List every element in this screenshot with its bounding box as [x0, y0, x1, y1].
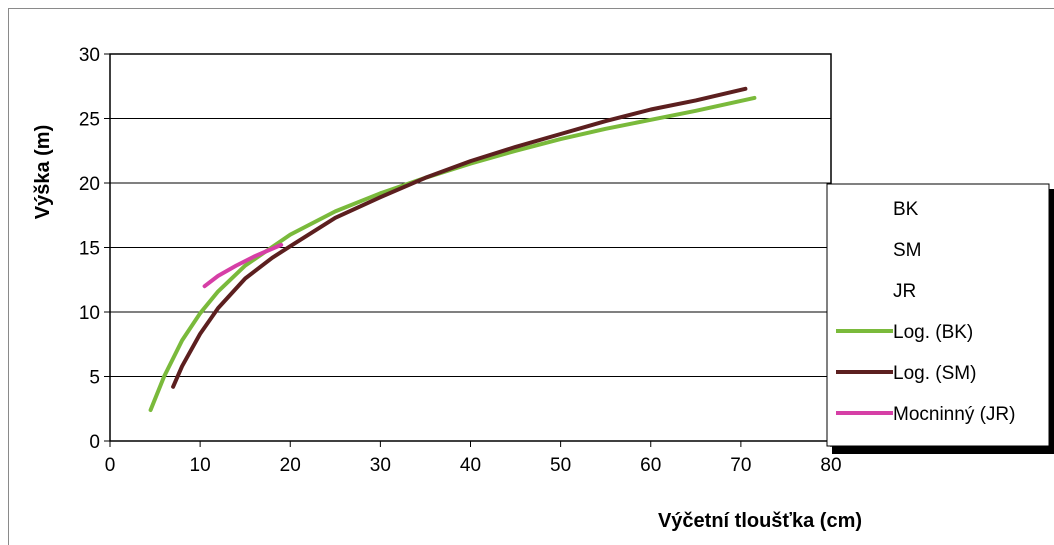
- y-tick-label: 15: [79, 239, 100, 260]
- x-tick-labels: 0 10 20 30 40 50 60 70 80: [105, 441, 842, 476]
- gridlines: [110, 118, 831, 377]
- chart-frame: [8, 8, 1054, 545]
- series-line-log-sm: [171, 86, 748, 389]
- y-axis-title: Výška (m): [32, 125, 54, 220]
- y-tick-label: 25: [79, 110, 100, 131]
- x-tick-label: 20: [280, 455, 301, 476]
- legend-label: SM: [893, 240, 922, 261]
- x-tick-label: 80: [820, 455, 841, 476]
- x-tick-label: 0: [105, 455, 116, 476]
- legend-label: JR: [893, 281, 916, 302]
- x-axis-title: Výčetní tloušťka (cm): [658, 510, 862, 532]
- legend-label: BK: [893, 199, 919, 220]
- y-tick-label: 0: [89, 432, 100, 453]
- x-tick-label: 70: [730, 455, 751, 476]
- series-line-mocninn-jr: [202, 242, 284, 289]
- legend: BK SM JR Log. (BK) Log. (SM) Mocninný (JR): [826, 183, 1054, 454]
- y-tick-label: 20: [79, 174, 100, 195]
- y-tick-label: 10: [79, 303, 100, 324]
- y-tick-label: 5: [89, 368, 100, 389]
- legend-box: [826, 183, 1050, 447]
- legend-label: Log. (SM): [893, 363, 976, 384]
- x-tick-label: 30: [370, 455, 391, 476]
- legend-label: Mocninný (JR): [893, 404, 1015, 425]
- y-tick-labels: 0 5 10 15 20 25 30: [79, 45, 110, 453]
- x-tick-label: 50: [550, 455, 571, 476]
- y-tick-label: 30: [79, 45, 100, 66]
- x-tick-label: 10: [190, 455, 211, 476]
- legend-label: Log. (BK): [893, 322, 973, 343]
- x-tick-label: 60: [640, 455, 661, 476]
- x-tick-label: 40: [460, 455, 481, 476]
- series-lines: [148, 86, 757, 412]
- series-line-log-bk: [148, 95, 757, 412]
